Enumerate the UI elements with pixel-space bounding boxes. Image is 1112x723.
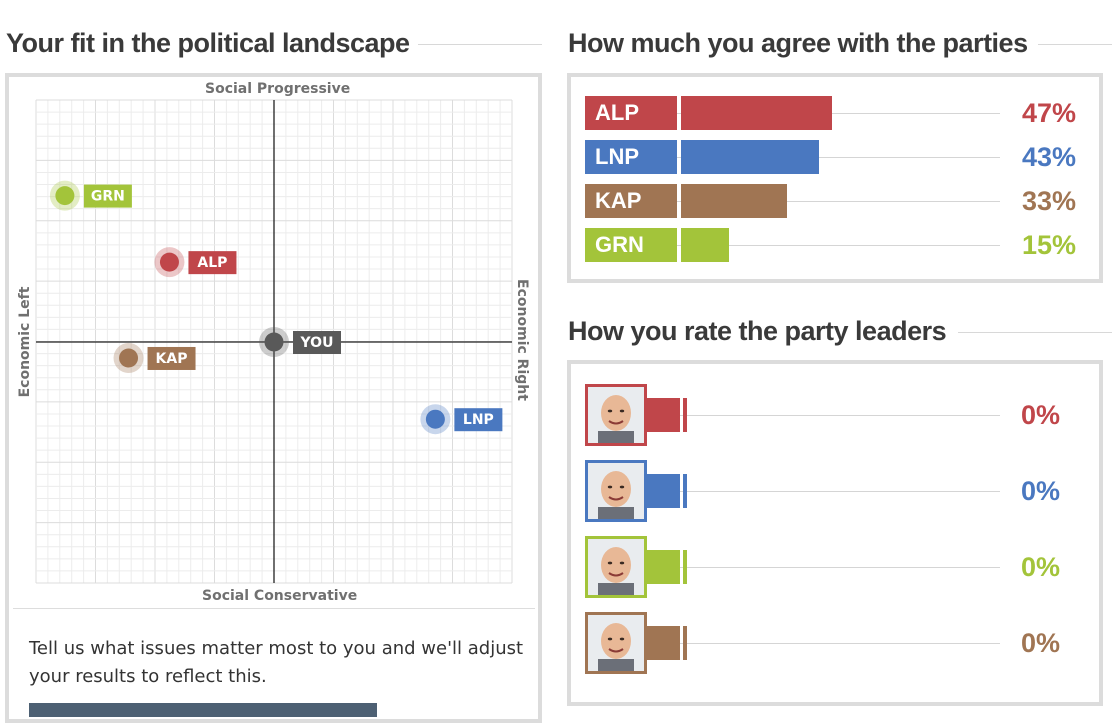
leader-track (650, 643, 1000, 644)
agreement-track (585, 245, 1000, 246)
agreement-percent: 15% (1021, 230, 1076, 260)
leader-percent: 0% (1020, 400, 1060, 430)
agreement-party-label: GRN (585, 228, 677, 262)
axis-label-top: Social Progressive (205, 81, 351, 97)
leader-track (650, 491, 1000, 492)
portrait-icon (588, 463, 644, 519)
landscape-title-rule (418, 44, 542, 45)
agreement-percent: 33% (1021, 186, 1076, 216)
leader-rating-bar (646, 550, 680, 584)
leader-rating-bar-end (683, 474, 687, 508)
agreement-percent: 43% (1021, 142, 1076, 172)
leader-rating-bar (646, 474, 680, 508)
landscape-title: Your fit in the political landscape (6, 28, 410, 58)
agreement-percent: 47% (1021, 98, 1076, 128)
agreement-bar (681, 140, 819, 174)
leader-track (650, 415, 1000, 416)
leader-avatar (585, 460, 647, 522)
adjust-results-button[interactable] (29, 703, 377, 717)
portrait-icon (588, 387, 644, 443)
leader-percent: 0% (1020, 476, 1060, 506)
leader-percent: 0% (1020, 552, 1060, 582)
agreement-bar (681, 184, 787, 218)
agreement-title-rule (1038, 44, 1112, 45)
leader-percent: 0% (1020, 628, 1060, 658)
axis-label-bottom: Social Conservative (202, 588, 358, 604)
leaders-title-rule (958, 332, 1112, 333)
portrait-icon (588, 615, 644, 671)
agreement-track (585, 201, 1000, 202)
leader-avatar (585, 612, 647, 674)
agreement-bar (681, 228, 729, 262)
issues-prompt-text: Tell us what issues matter most to you a… (29, 638, 524, 687)
leaders-title: How you rate the party leaders (568, 316, 947, 346)
landscape-chart-area (13, 80, 535, 609)
leader-rating-bar (646, 626, 680, 660)
leader-rating-bar-end (683, 398, 687, 432)
agreement-bar (681, 96, 832, 130)
portrait-icon (588, 539, 644, 595)
agreement-party-label: KAP (585, 184, 677, 218)
leader-rating-bar (646, 398, 680, 432)
leader-track (650, 567, 1000, 568)
leader-avatar (585, 384, 647, 446)
axis-label-right: Economic Right (514, 279, 530, 401)
axis-label-left: Economic Left (17, 286, 33, 398)
agreement-party-label: ALP (585, 96, 677, 130)
leader-rating-bar-end (683, 626, 687, 660)
leader-rating-bar-end (683, 550, 687, 584)
agreement-party-label: LNP (585, 140, 677, 174)
leader-avatar (585, 536, 647, 598)
agreement-title: How much you agree with the parties (568, 28, 1028, 58)
